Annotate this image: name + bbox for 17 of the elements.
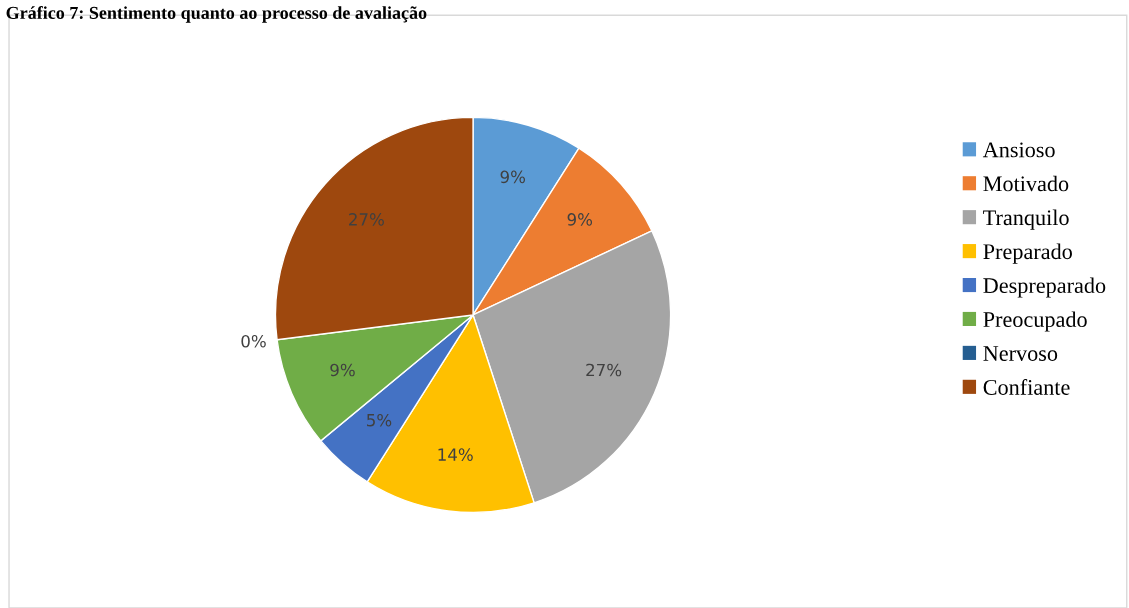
data-label: 27% — [586, 363, 622, 377]
legend-label: Preocupado — [983, 311, 1087, 332]
data-label: 27% — [349, 213, 384, 226]
legend-label: Ansioso — [982, 142, 1055, 158]
legend-label: Confiante — [983, 379, 1070, 395]
data-label: 9% — [500, 170, 526, 184]
chart-title: Gráfico 7: Sentimento quanto ao processo de avaliação — [6, 6, 427, 23]
legend-label: Nervoso — [983, 346, 1058, 361]
data-label: 9% — [567, 213, 593, 226]
legend-label: Tranquilo — [983, 209, 1069, 230]
data-label: 9% — [330, 363, 355, 377]
text: 0% — [241, 334, 266, 348]
data-label: 5% — [367, 413, 392, 427]
data-label: 14% — [438, 448, 473, 461]
legend-label: Despreparado — [983, 277, 1106, 298]
legend-label: Motivado — [983, 175, 1069, 192]
legend-label: Preparado — [983, 243, 1072, 264]
